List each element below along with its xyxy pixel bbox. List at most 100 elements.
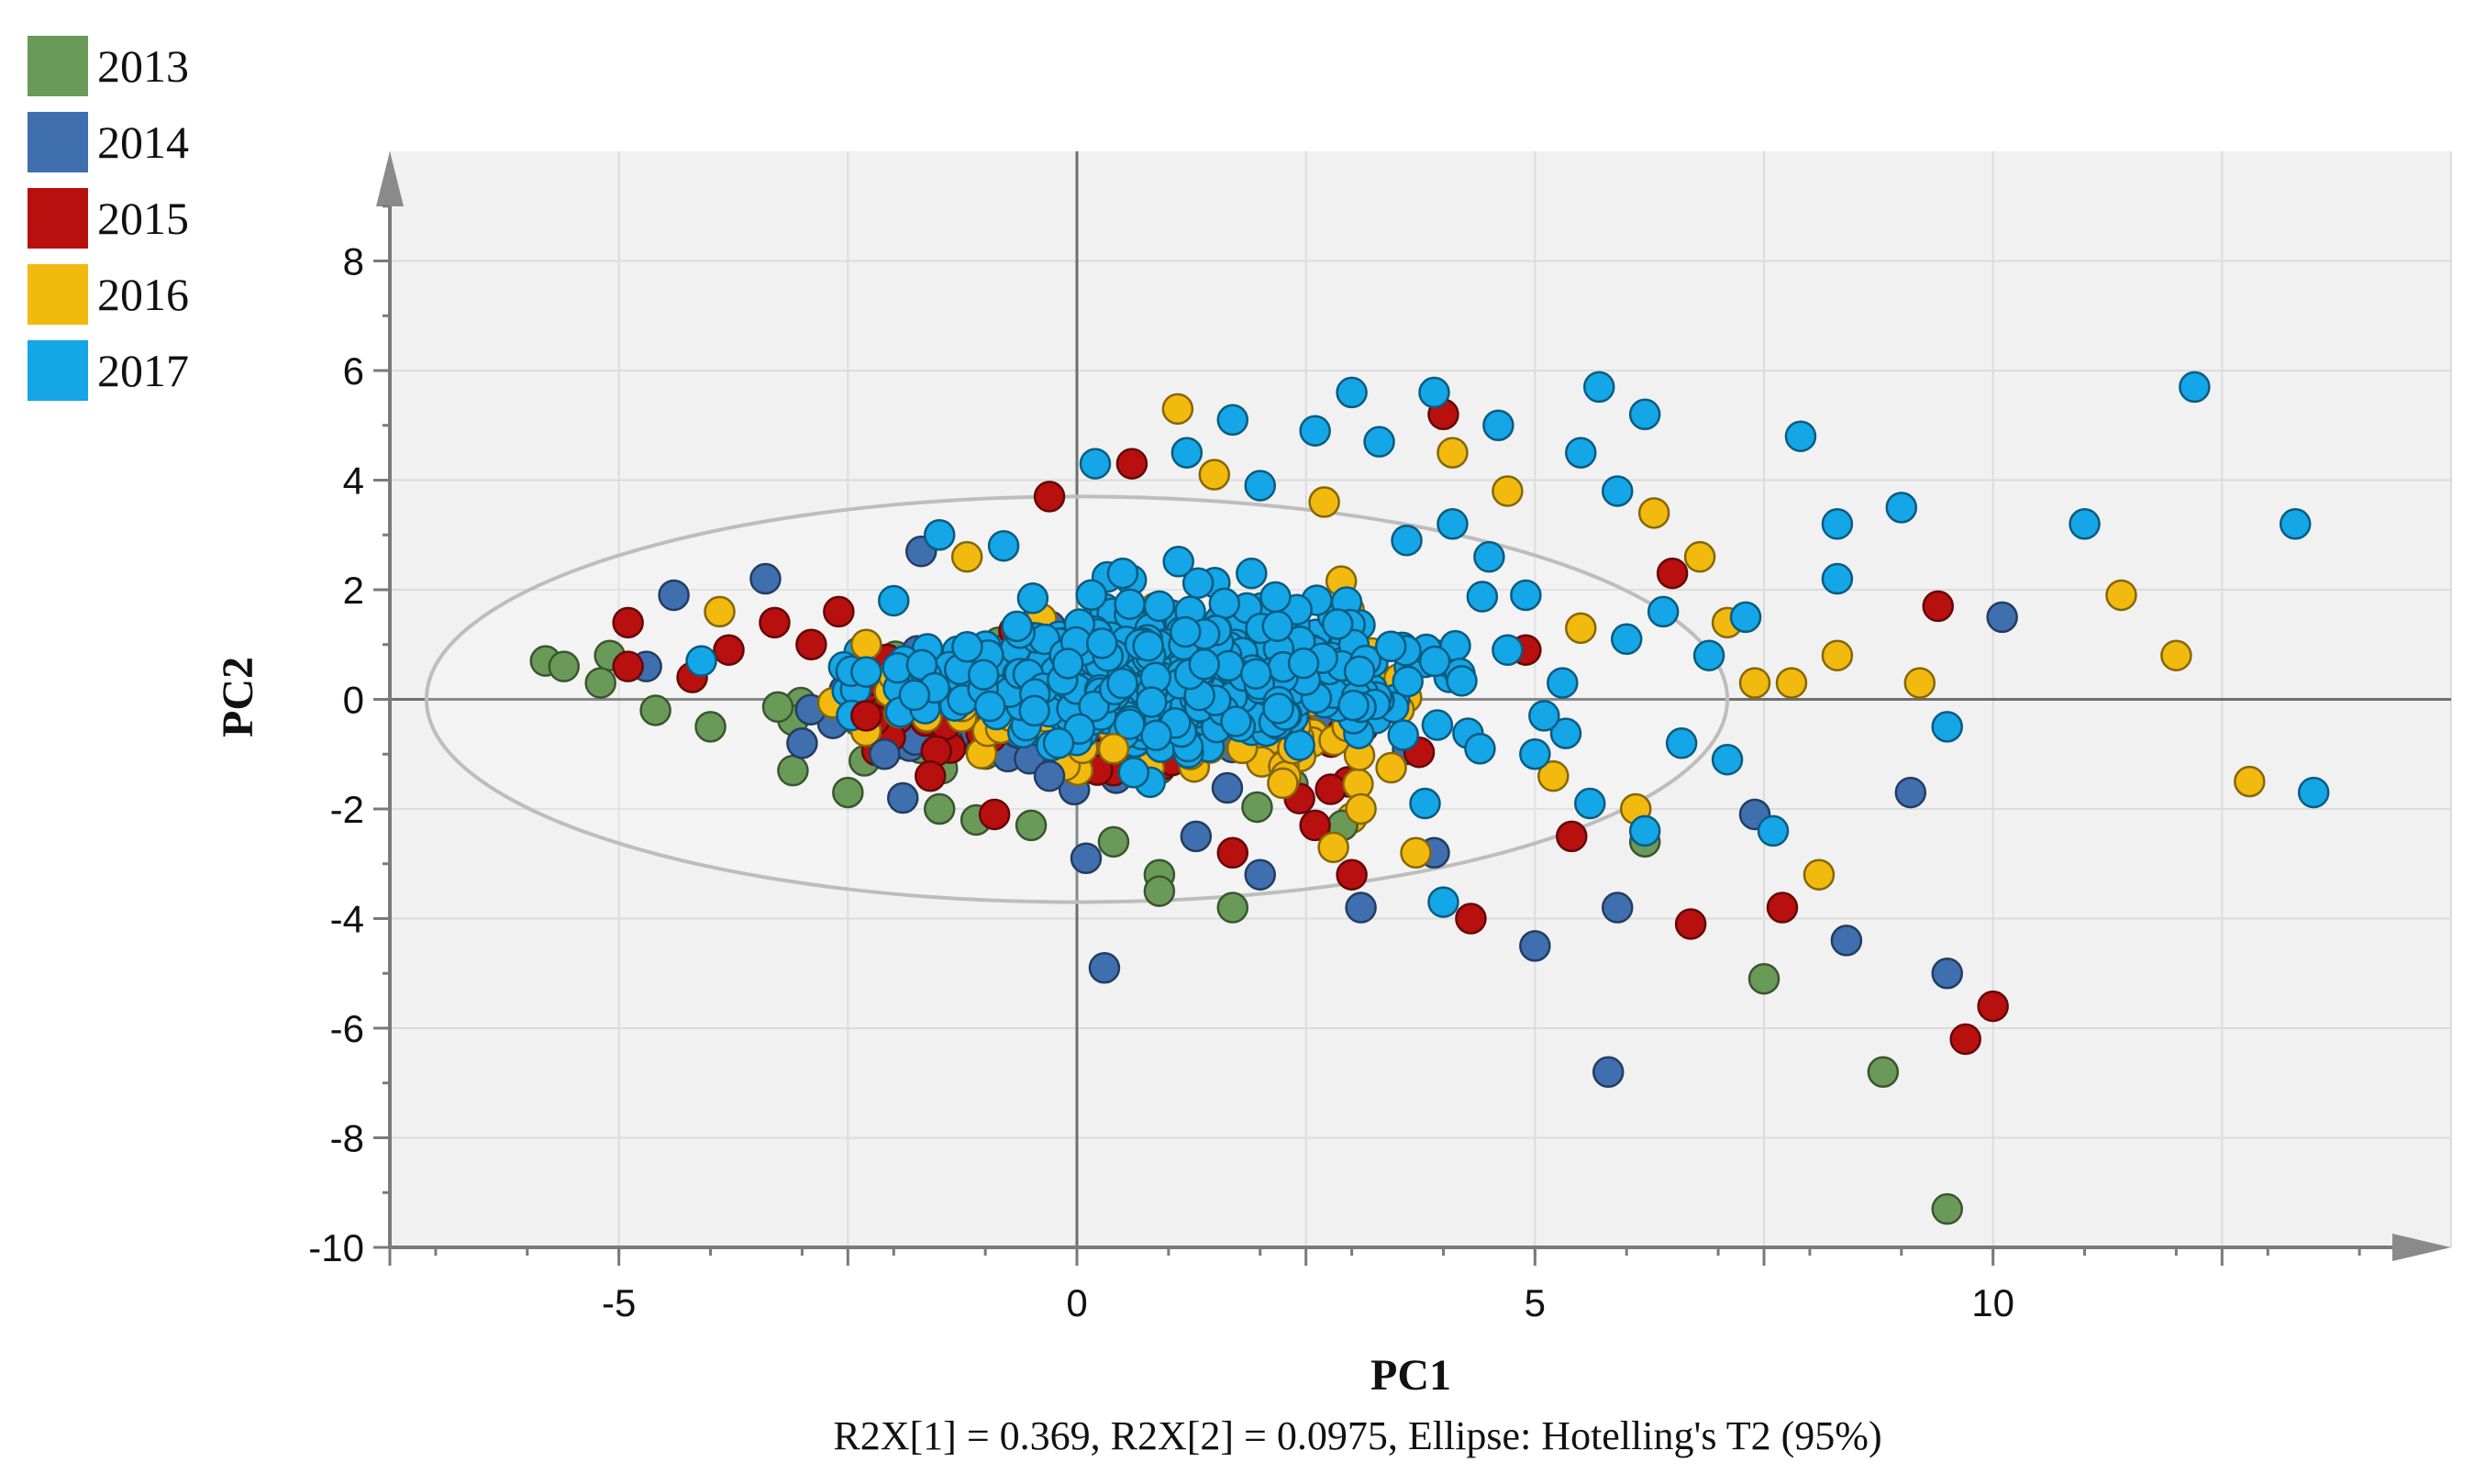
y-tick-label: -2 bbox=[330, 788, 364, 831]
point-2017 bbox=[1391, 524, 1423, 557]
point-2017 bbox=[2279, 508, 2312, 540]
point-2013 bbox=[1143, 875, 1176, 907]
point-2017 bbox=[1363, 426, 1395, 458]
point-2017 bbox=[1418, 376, 1450, 409]
point-2015 bbox=[1455, 903, 1487, 935]
point-2017 bbox=[1628, 398, 1661, 431]
point-2014 bbox=[1070, 842, 1103, 875]
point-2014 bbox=[1894, 776, 1927, 809]
point-2017 bbox=[1565, 437, 1597, 469]
point-2017 bbox=[1821, 562, 1854, 595]
point-2017 bbox=[1001, 610, 1033, 643]
point-2015 bbox=[1674, 908, 1707, 940]
x-axis-title: PC1 bbox=[1370, 1351, 1451, 1400]
point-2017 bbox=[1427, 886, 1459, 918]
point-2017 bbox=[967, 659, 1000, 691]
point-2017 bbox=[1885, 492, 1918, 524]
point-2017 bbox=[1492, 634, 1524, 666]
point-2016 bbox=[1683, 540, 1716, 573]
legend-item-2013[interactable]: 2013 bbox=[28, 28, 189, 104]
point-2016 bbox=[2105, 579, 2137, 612]
x-tick-label: -5 bbox=[602, 1281, 636, 1324]
point-2017 bbox=[878, 584, 910, 617]
point-2014 bbox=[1986, 601, 2018, 634]
legend-item-2017[interactable]: 2017 bbox=[28, 332, 189, 408]
point-2014 bbox=[658, 579, 690, 612]
y-tick-label: 6 bbox=[343, 349, 364, 393]
legend-swatch-2017 bbox=[28, 339, 88, 401]
point-2013 bbox=[548, 650, 580, 682]
point-2017 bbox=[1075, 579, 1107, 612]
point-2017 bbox=[1387, 719, 1419, 751]
point-2013 bbox=[1241, 791, 1273, 824]
x-tick-label: 10 bbox=[1971, 1281, 2014, 1324]
point-2017 bbox=[1170, 437, 1204, 469]
point-2017 bbox=[1262, 692, 1294, 725]
x-axis-arrowhead bbox=[2392, 1234, 2451, 1261]
point-2015 bbox=[823, 595, 855, 628]
point-2015 bbox=[1299, 809, 1331, 842]
point-2017 bbox=[1547, 667, 1579, 699]
point-2017 bbox=[1259, 581, 1292, 614]
point-2017 bbox=[1299, 415, 1331, 447]
point-2016 bbox=[1161, 393, 1194, 426]
point-2017 bbox=[1374, 630, 1407, 663]
point-2017 bbox=[1169, 615, 1202, 648]
y-tick-label: 4 bbox=[343, 460, 364, 503]
legend-item-2016[interactable]: 2016 bbox=[28, 256, 189, 332]
axes bbox=[376, 151, 2451, 1261]
point-2016 bbox=[1637, 497, 1670, 529]
point-2017 bbox=[1711, 743, 1744, 776]
point-2016 bbox=[1198, 459, 1231, 491]
point-2017 bbox=[1574, 787, 1606, 820]
point-2014 bbox=[749, 562, 782, 595]
y-tick-label: -10 bbox=[308, 1226, 364, 1269]
point-2017 bbox=[1287, 647, 1320, 680]
point-2017 bbox=[1016, 582, 1049, 615]
point-2017 bbox=[1582, 371, 1615, 404]
point-2017 bbox=[1239, 658, 1272, 690]
point-2017 bbox=[1610, 623, 1643, 656]
point-2015 bbox=[612, 606, 644, 639]
legend-item-2014[interactable]: 2014 bbox=[28, 104, 189, 180]
y-axis-arrowhead bbox=[376, 151, 404, 206]
point-2017 bbox=[1106, 667, 1138, 700]
point-2016 bbox=[2160, 639, 2192, 671]
point-2017 bbox=[1132, 629, 1164, 662]
point-2017 bbox=[1143, 590, 1176, 623]
legend-swatch-2014 bbox=[28, 111, 88, 172]
y-tick-label: -8 bbox=[330, 1117, 364, 1160]
point-2017 bbox=[898, 679, 931, 712]
point-2016 bbox=[1267, 767, 1299, 800]
point-2017 bbox=[1821, 508, 1854, 540]
point-2015 bbox=[1949, 1023, 1981, 1056]
y-tick-label: 0 bbox=[343, 679, 364, 722]
point-2013 bbox=[1747, 962, 1781, 995]
point-2017 bbox=[1446, 665, 1478, 697]
legend-label-2014: 2014 bbox=[97, 116, 189, 168]
point-2016 bbox=[1097, 733, 1130, 765]
data-points bbox=[529, 371, 2330, 1225]
legend-label-2013: 2013 bbox=[97, 39, 189, 92]
point-2013 bbox=[1216, 892, 1249, 924]
point-2017 bbox=[1117, 757, 1150, 789]
point-2014 bbox=[1830, 925, 1863, 957]
point-2017 bbox=[1549, 717, 1582, 749]
point-2017 bbox=[1628, 814, 1661, 847]
point-2017 bbox=[1437, 508, 1469, 540]
point-2017 bbox=[1601, 475, 1634, 507]
point-2015 bbox=[1033, 481, 1066, 513]
point-2016 bbox=[1537, 759, 1570, 792]
point-2013 bbox=[1867, 1056, 1900, 1089]
point-2017 bbox=[1337, 689, 1370, 722]
point-2016 bbox=[2234, 765, 2266, 798]
point-2017 bbox=[1283, 729, 1315, 761]
y-tick-label: 2 bbox=[343, 569, 364, 612]
point-2013 bbox=[1097, 825, 1130, 858]
point-2017 bbox=[1244, 470, 1276, 502]
legend-item-2015[interactable]: 2015 bbox=[28, 180, 189, 256]
point-2017 bbox=[685, 645, 717, 677]
point-2017 bbox=[1466, 581, 1499, 613]
point-2013 bbox=[694, 711, 727, 743]
